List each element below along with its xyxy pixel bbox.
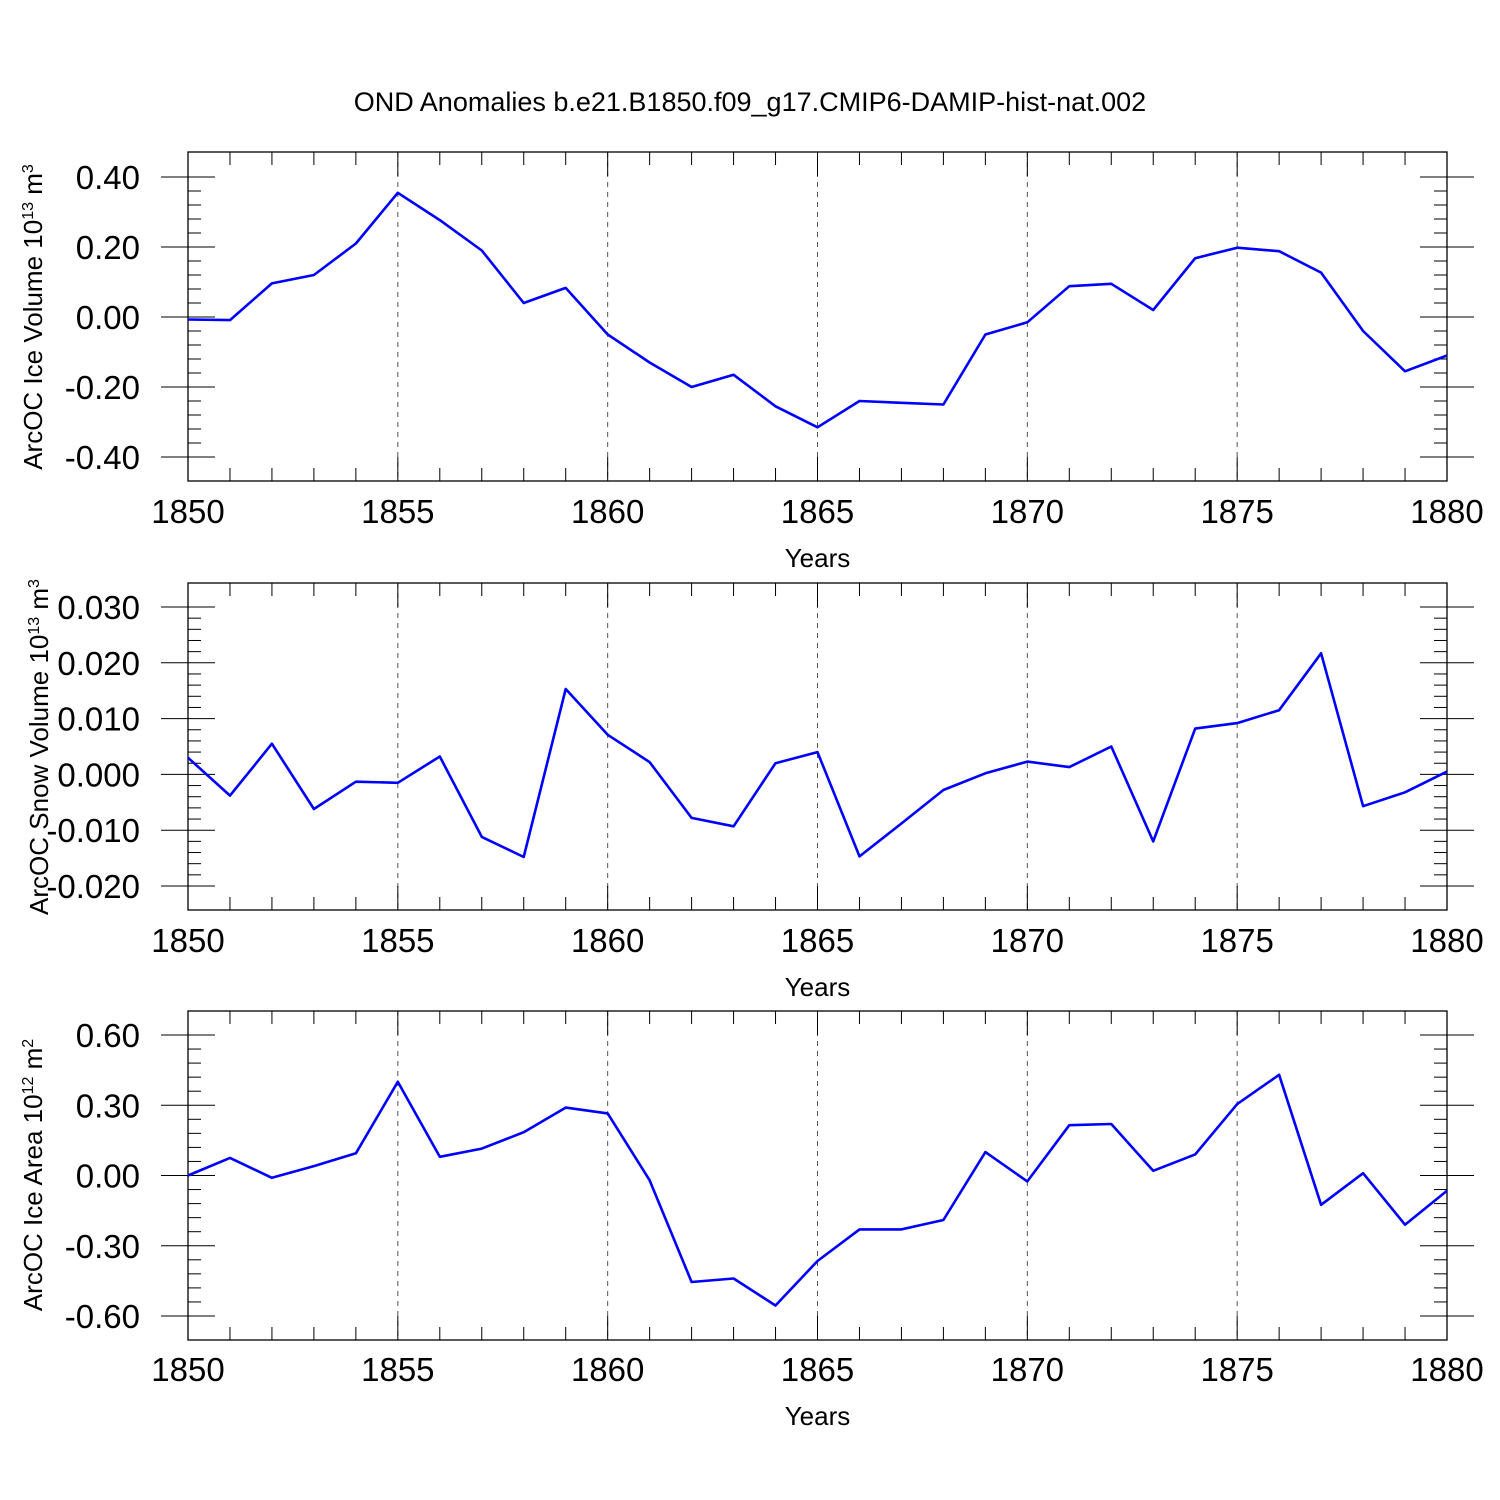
y-tick-label: 0.00 [76, 1158, 140, 1195]
x-tick-label: 1865 [781, 922, 854, 959]
y-axis-title-superscript: 2 [20, 1039, 37, 1048]
x-tick-label: 1860 [571, 493, 644, 530]
x-tick-label: 1850 [151, 493, 224, 530]
y-axis-title: ArcOC Ice Volume 1013 m3 [18, 164, 48, 470]
y-tick-label: -0.010 [46, 812, 140, 849]
x-tick-label: 1865 [781, 1351, 854, 1388]
x-tick-label: 1850 [151, 1351, 224, 1388]
y-tick-label: -0.30 [65, 1228, 140, 1265]
y-axis-title-part: ArcOC Ice Area 10 [18, 1094, 48, 1311]
series-line [187, 651, 1448, 859]
y-tick-label: 0.030 [57, 589, 140, 626]
x-tick-label: 1870 [991, 493, 1064, 530]
y-tick-label: -0.60 [65, 1298, 140, 1335]
y-axis-title: ArcOC Snow Volume 1013 m3 [24, 579, 54, 915]
panel-2: 0.030 0.020 0.010 0.000 -0.010 -0.020 1850 1855… [24, 579, 1484, 1002]
y-tick-label: -0.20 [65, 369, 140, 406]
panel-3: 0.60 0.30 0.00 -0.30 -0.60 1850 1855 1860 1865 18… [18, 1010, 1484, 1431]
x-tick-label: 1850 [151, 922, 224, 959]
y-tick-label: 0.000 [57, 756, 140, 793]
x-tick-label: 1880 [1410, 493, 1483, 530]
y-axis-title-superscript: 13 [26, 617, 43, 635]
series-line [187, 191, 1448, 429]
x-tick-label: 1855 [361, 493, 434, 530]
x-tick-label: 1870 [991, 1351, 1064, 1388]
x-axis-title: Years [785, 1401, 851, 1431]
y-tick-label: -0.40 [65, 439, 140, 476]
y-tick-label: 0.60 [76, 1017, 140, 1054]
x-tick-label: 1860 [571, 1351, 644, 1388]
y-axis-title-part: ArcOC Snow Volume 10 [24, 635, 54, 915]
y-axis-title-superscript: 3 [26, 579, 43, 588]
y-axis-title-part: m [18, 173, 48, 202]
y-axis-title-superscript: 12 [20, 1077, 37, 1095]
x-tick-label: 1875 [1200, 493, 1273, 530]
y-tick-label: 0.00 [76, 299, 140, 336]
y-axis-title-part: m [18, 1048, 48, 1077]
y-axis-title-superscript: 3 [20, 164, 37, 173]
x-tick-label: 1860 [571, 922, 644, 959]
y-tick-label: 0.30 [76, 1087, 140, 1124]
x-tick-label: 1865 [781, 493, 854, 530]
x-tick-label: 1880 [1410, 922, 1483, 959]
y-axis-title-part: m [24, 588, 54, 617]
y-tick-label: 0.20 [76, 229, 140, 266]
x-axis-title: Years [785, 543, 851, 573]
y-axis-title: ArcOC Ice Area 1012 m2 [18, 1039, 48, 1311]
x-tick-label: 1880 [1410, 1351, 1483, 1388]
x-tick-label: 1855 [361, 922, 434, 959]
chart-title: OND Anomalies b.e21.B1850.f09_g17.CMIP6-… [354, 87, 1146, 117]
y-axis-title-superscript: 13 [20, 202, 37, 220]
x-tick-label: 1875 [1200, 1351, 1273, 1388]
x-tick-label: 1875 [1200, 922, 1273, 959]
x-tick-label: 1870 [991, 922, 1064, 959]
y-tick-label: 0.010 [57, 701, 140, 738]
x-axis-title: Years [785, 972, 851, 1002]
series-line [187, 1073, 1448, 1307]
x-tick-label: 1855 [361, 1351, 434, 1388]
y-tick-label: -0.020 [46, 868, 140, 905]
panel-1: 0.40 0.20 0.00 -0.20 -0.40 1850 1855 1860 1865 18… [18, 151, 1484, 573]
y-tick-label: 0.020 [57, 645, 140, 682]
y-tick-label: 0.40 [76, 159, 140, 196]
y-axis-title-part: ArcOC Ice Volume 10 [18, 220, 48, 470]
